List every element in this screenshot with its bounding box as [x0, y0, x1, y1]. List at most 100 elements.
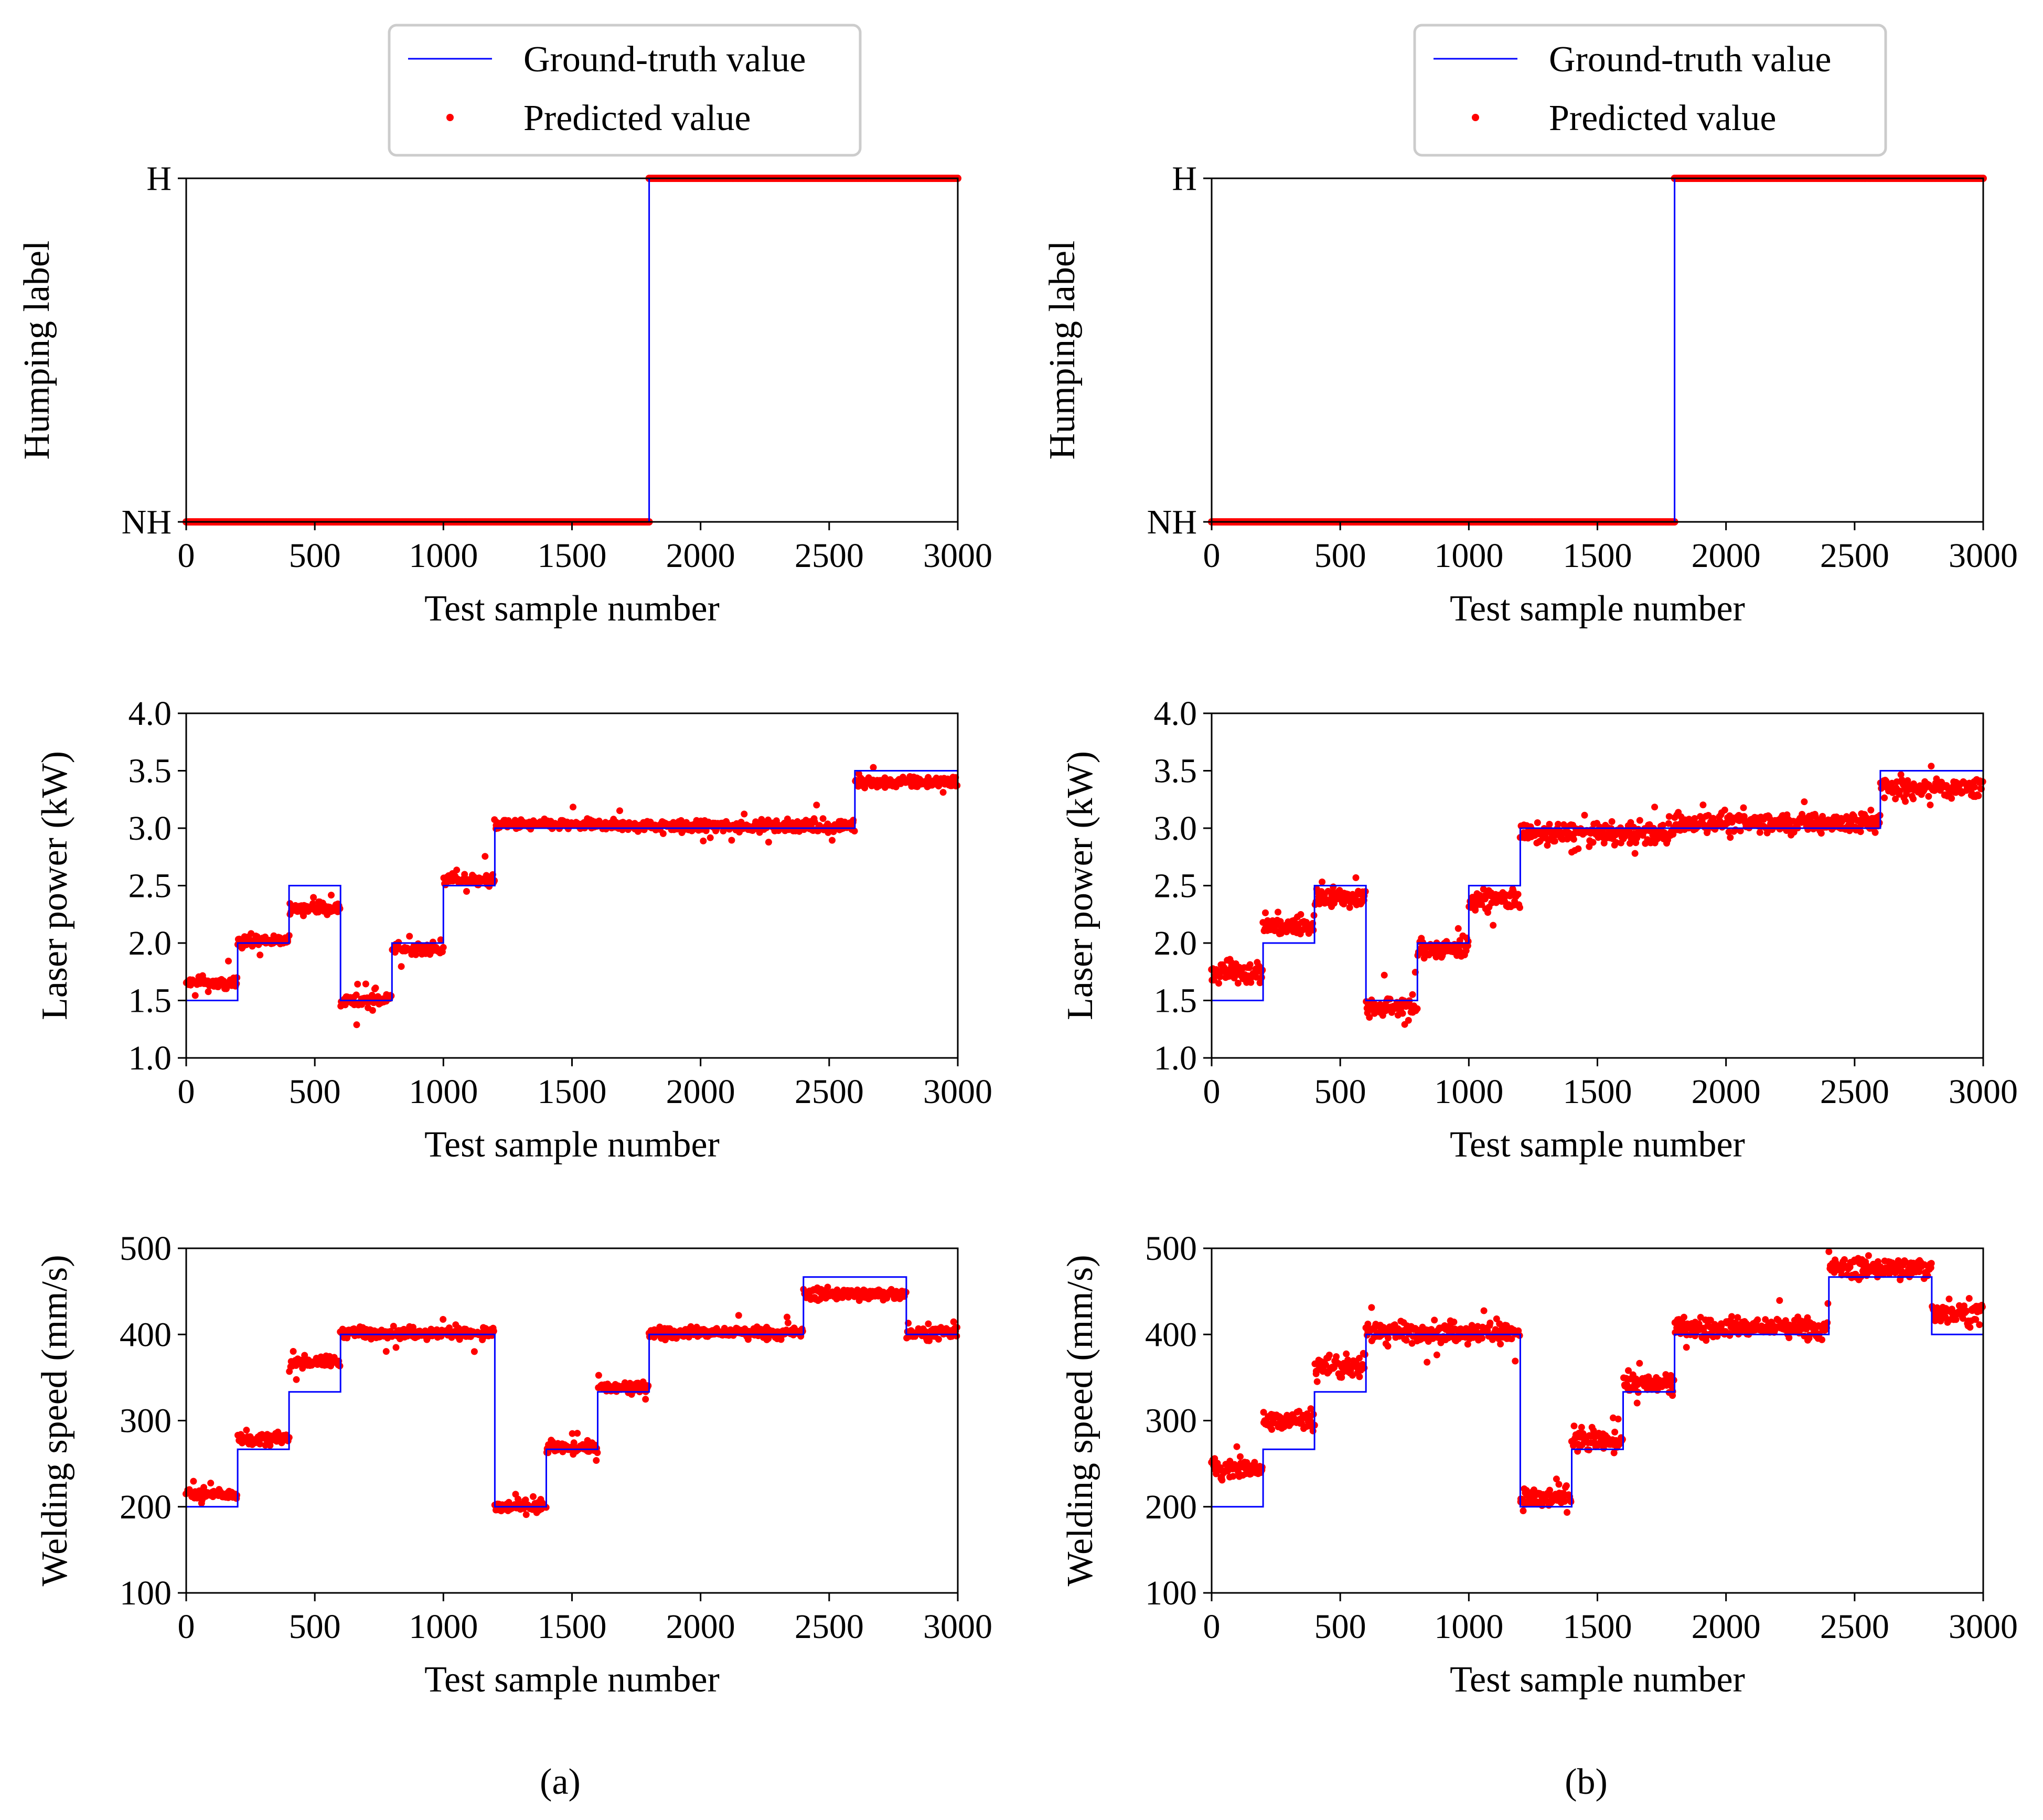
a-power-predicted-point	[225, 957, 232, 965]
b-power-ytick-label: 1.5	[1154, 982, 1197, 1020]
a-humping-xtick-label: 3000	[923, 537, 992, 575]
b-power-predicted-point	[1721, 806, 1728, 813]
b-speed-predicted-point	[1368, 1304, 1375, 1311]
b-power-predicted-point	[1454, 925, 1462, 932]
b-power-predicted-point	[1510, 887, 1517, 895]
a-power-xtick-label: 1000	[409, 1073, 478, 1111]
b-power-xtick-label: 1000	[1434, 1073, 1503, 1111]
a-power-ytick-label: 3.5	[129, 752, 172, 790]
a-humping-xtick-label: 1500	[538, 537, 607, 575]
a-power-xtick-label: 1500	[538, 1073, 607, 1111]
b-power-predicted-point	[1516, 904, 1523, 911]
b-speed-predicted-point	[1610, 1449, 1618, 1457]
b-power-predicted-point	[1871, 829, 1879, 836]
legend-b-ground-truth-label: Ground-truth value	[1549, 39, 1831, 80]
b-speed-predicted-point	[1322, 1361, 1330, 1368]
plot-b-welding-speed: 0 500 1000 1500 2000 2500 3000100200300400500T…	[1060, 1229, 2018, 1700]
b-power-predicted-point	[1727, 834, 1734, 841]
b-power-predicted-point	[1649, 831, 1656, 839]
b-power-predicted-point	[1386, 995, 1394, 1003]
b-power-predicted-point	[1366, 1014, 1373, 1021]
b-power-predicted-point	[1589, 839, 1597, 846]
a-power-predicted-point	[191, 992, 199, 999]
b-speed-predicted-point	[1384, 1343, 1392, 1350]
b-speed-predicted-point	[1785, 1334, 1793, 1341]
b-power-predicted-point	[1975, 792, 1982, 799]
a-speed-ytick-label: 400	[120, 1315, 172, 1354]
a-power-predicted-point	[284, 938, 291, 945]
a-speed-predicted-point	[446, 1324, 453, 1332]
b-speed-predicted-point	[1364, 1320, 1372, 1327]
a-power-predicted-point	[369, 1007, 376, 1014]
a-speed-predicted-point	[784, 1319, 791, 1326]
a-speed-predicted-point	[266, 1442, 274, 1449]
b-speed-predicted-point	[1841, 1256, 1848, 1263]
b-power-predicted-point	[1514, 891, 1522, 898]
a-speed-predicted-point	[207, 1480, 215, 1487]
a-speed-predicted-point	[593, 1457, 600, 1464]
a-power-predicted-point	[707, 834, 714, 841]
a-humping-xtick-label: 1000	[409, 537, 478, 575]
b-humping-xlabel: Test sample number	[1450, 588, 1745, 629]
b-power-predicted-point	[1903, 790, 1910, 798]
a-speed-ylabel: Welding speed (mm/s)	[35, 1255, 75, 1586]
legend-a-ground-truth-label: Ground-truth value	[523, 39, 806, 80]
b-power-predicted-point	[1575, 845, 1582, 852]
b-power-xtick-label: 3000	[1949, 1073, 2018, 1111]
a-power-predicted-point	[453, 866, 461, 874]
b-power-predicted-point	[1763, 829, 1771, 837]
a-speed-predicted-point	[256, 1440, 263, 1448]
a-speed-predicted-point	[243, 1427, 250, 1434]
b-speed-predicted-point	[1625, 1367, 1632, 1374]
a-speed-predicted-point	[953, 1332, 960, 1340]
b-power-predicted-point	[1352, 874, 1360, 881]
a-power-predicted-point	[861, 784, 869, 791]
a-humping-ytick-label: NH	[122, 503, 172, 541]
b-power-predicted-point	[1928, 763, 1935, 770]
b-humping-ytick-label: H	[1172, 159, 1197, 198]
b-speed-predicted-point	[1479, 1334, 1485, 1342]
a-humping-predicted-points	[183, 175, 961, 526]
b-speed-predicted-point	[1762, 1316, 1769, 1323]
b-power-predicted-point	[1801, 798, 1808, 806]
b-speed-predicted-point	[1486, 1319, 1494, 1326]
a-power-predicted-point	[353, 1021, 360, 1029]
b-speed-predicted-point	[1734, 1314, 1741, 1321]
a-speed-xtick-label: 0	[178, 1608, 195, 1646]
legend-b-frame	[1413, 24, 1887, 157]
b-speed-predicted-point	[1564, 1509, 1571, 1516]
b-power-predicted-point	[1948, 795, 1955, 802]
b-power-predicted-point	[1896, 787, 1903, 795]
b-speed-predicted-point	[1496, 1320, 1503, 1327]
a-speed-predicted-point	[735, 1312, 742, 1319]
a-power-predicted-point	[412, 951, 420, 958]
legend-b: Ground-truth value Predicted value	[1413, 24, 1887, 157]
b-speed-predicted-point	[1681, 1313, 1687, 1321]
b-speed-predicted-point	[1464, 1341, 1471, 1348]
a-power-predicted-point	[784, 815, 791, 822]
b-speed-predicted-point	[1633, 1399, 1641, 1407]
b-power-predicted-point	[1346, 904, 1353, 911]
b-speed-predicted-point	[1333, 1353, 1340, 1360]
b-power-predicted-point	[1665, 813, 1673, 820]
b-power-predicted-point	[1490, 922, 1497, 929]
b-power-predicted-point	[1570, 836, 1577, 843]
plot-b-laser-power: 0 500 1000 1500 2000 2500 30001.01.52.02.53.03…	[1060, 694, 2018, 1165]
b-speed-predicted-point	[1563, 1482, 1570, 1490]
a-power-ytick-label: 2.5	[129, 867, 172, 905]
b-speed-predicted-point	[1361, 1351, 1368, 1358]
b-speed-predicted-point	[1408, 1340, 1416, 1347]
b-speed-predicted-point	[1578, 1423, 1585, 1431]
a-power-ytick-label: 2.0	[129, 924, 172, 962]
b-speed-predicted-point	[1260, 1409, 1267, 1416]
b-speed-predicted-point	[1298, 1420, 1305, 1427]
a-speed-ytick-label: 500	[120, 1229, 172, 1268]
a-speed-predicted-point	[190, 1478, 197, 1485]
a-power-predicted-point	[440, 944, 447, 951]
a-power-predicted-point	[362, 980, 369, 988]
a-speed-xtick-label: 1000	[409, 1608, 478, 1646]
b-power-predicted-point	[1480, 885, 1487, 893]
b-power-predicted-point	[1740, 804, 1747, 811]
b-power-predicted-point	[1636, 817, 1643, 824]
b-power-predicted-point	[1256, 979, 1264, 987]
